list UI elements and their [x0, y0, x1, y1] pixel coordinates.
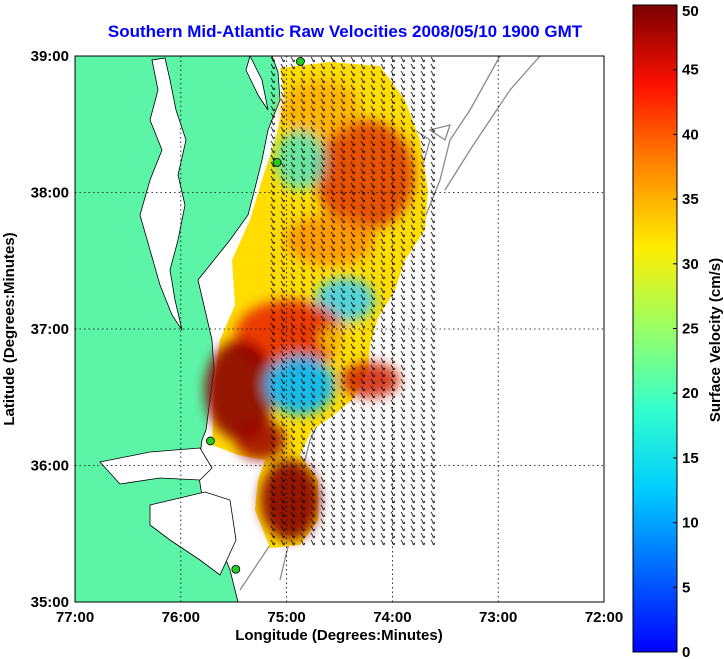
colorbar-tick-label: 40 [682, 126, 699, 143]
y-axis-label: Latitude (Degrees:Minutes) [1, 232, 18, 425]
x-tick-label: 73:00 [479, 609, 517, 626]
colorbar-tick-label: 50 [682, 3, 699, 20]
radar-station-marker [206, 436, 215, 446]
y-tick-label: 37:00 [31, 321, 69, 338]
colorbar-tick-label: 5 [682, 579, 690, 596]
colorbar-tick-label: 20 [682, 385, 699, 402]
colorbar-tick-label: 45 [682, 62, 699, 79]
radar-stations [206, 57, 305, 574]
colorbar-tick-label: 10 [682, 515, 699, 532]
x-tick-labels: 77:00 76:00 75:00 74:00 73:00 72:00 [56, 609, 623, 626]
colorbar-tick-label: 35 [682, 191, 699, 208]
y-tick-label: 38:00 [31, 185, 69, 202]
colorbar [632, 4, 678, 653]
pamlico-sound [149, 491, 237, 576]
x-axis-label: Longitude (Degrees:Minutes) [235, 627, 443, 644]
y-tick-labels: 39:00 38:00 37:00 36:00 35:00 [31, 48, 69, 611]
colorbar-label: Surface Velocity (cm/s) [707, 258, 724, 422]
chesapeake-bay [139, 57, 187, 331]
x-tick-label: 76:00 [162, 609, 200, 626]
x-tick-label: 75:00 [267, 609, 305, 626]
radar-station-marker [272, 158, 282, 167]
x-tick-label: 74:00 [373, 609, 411, 626]
map-grid [75, 56, 604, 602]
y-tick-label: 39:00 [31, 48, 69, 65]
colorbar-tick-labels: 0 5 10 15 20 25 30 35 40 45 50 [673, 3, 699, 659]
colorbar-tick-label: 15 [682, 450, 699, 467]
plot-frame [74, 55, 605, 603]
x-tick-label: 77:00 [56, 609, 94, 626]
map-title: Southern Mid-Atlantic Raw Velocities 200… [107, 22, 583, 41]
x-tick-label: 72:00 [585, 609, 623, 626]
velocity-field [205, 56, 440, 548]
delaware-bay [245, 56, 269, 111]
albemarle-sound [99, 447, 213, 485]
y-tick-label: 35:00 [31, 594, 69, 611]
y-tick-label: 36:00 [31, 458, 69, 475]
radar-station-marker [295, 57, 305, 66]
colorbar-tick-label: 25 [682, 321, 699, 338]
colorbar-tick-label: 0 [682, 644, 690, 659]
radar-station-marker [231, 564, 241, 574]
colorbar-tick-label: 30 [682, 256, 699, 273]
